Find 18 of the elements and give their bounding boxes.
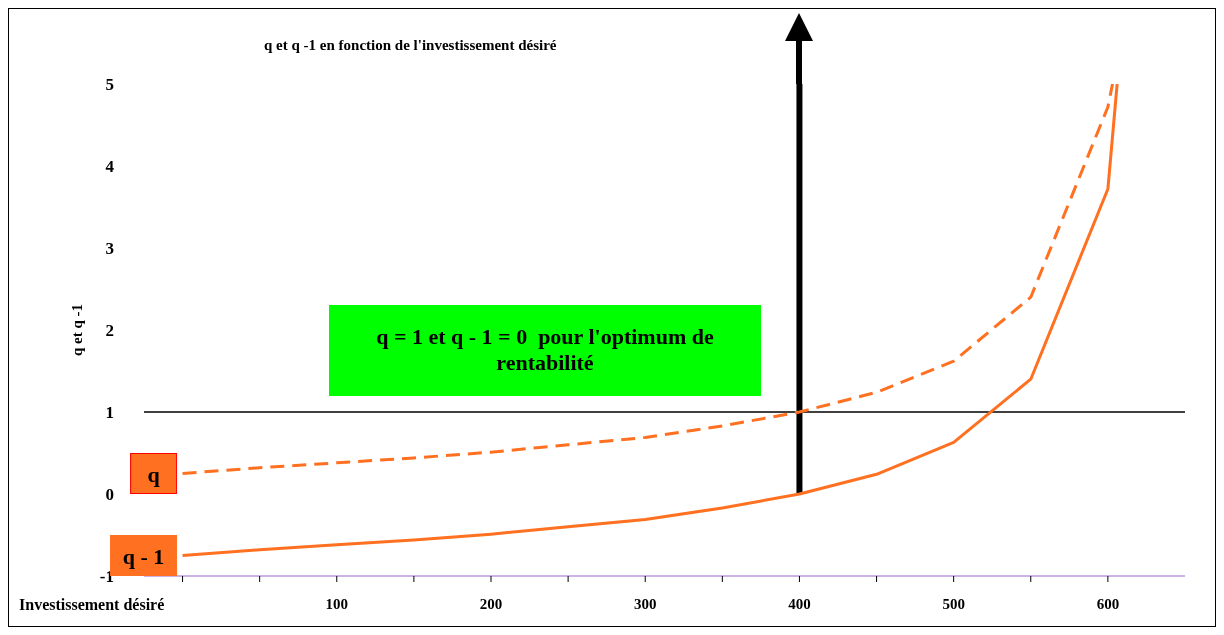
series-label: q - 1 [122, 543, 165, 569]
chart-title: q et q -1 en fonction de l'investissement désiré [264, 37, 557, 54]
x-tick-label: 600 [1096, 595, 1120, 612]
y-tick-label: 4 [105, 157, 115, 177]
x-tick-label: 100 [325, 595, 349, 612]
x-axis-title: Investissement désiré [19, 596, 165, 614]
y-tick-label: 3 [105, 239, 114, 259]
y-tick-label: 1 [105, 403, 114, 423]
x-tick-label: 200 [479, 595, 503, 612]
y-tick-label: 0 [105, 485, 114, 505]
x-tick-label: 400 [788, 595, 811, 612]
x-tick-label: 300 [633, 595, 657, 612]
y-tick-label: -1 [99, 567, 114, 587]
y-axis-title: q et q -1 [69, 303, 86, 357]
y-tick-label: 2 [105, 321, 114, 341]
x-tick-label: 500 [942, 595, 965, 612]
series-label: q [147, 461, 161, 487]
y-tick-label: 5 [105, 75, 114, 95]
